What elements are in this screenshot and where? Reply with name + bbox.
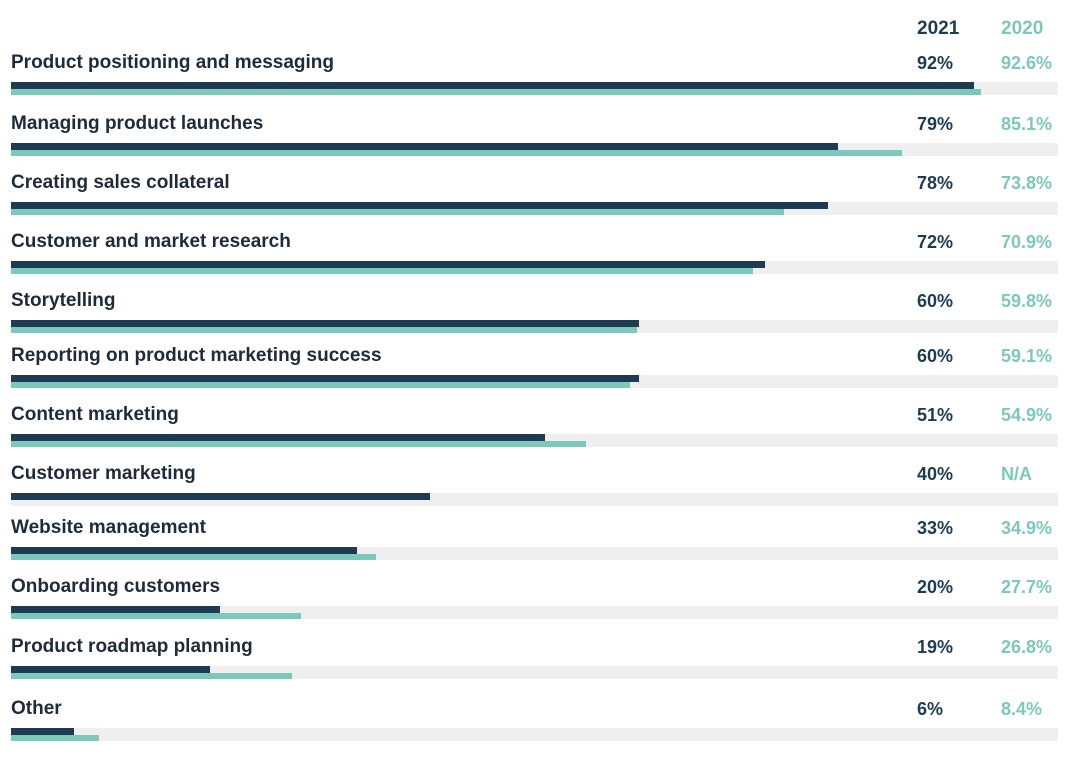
bar-2021	[11, 493, 430, 500]
bar-2021	[11, 728, 74, 735]
category-label: Managing product launches	[11, 113, 264, 134]
legend-2020: 2020	[1001, 18, 1044, 39]
value-label-2021: 40%	[917, 464, 954, 484]
bar-2021	[11, 143, 839, 150]
value-label-2021: 33%	[917, 518, 954, 538]
bar-2021	[11, 666, 210, 673]
value-label-2020: 27.7%	[1001, 577, 1053, 597]
value-label-2021: 79%	[917, 114, 954, 134]
category-label: Storytelling	[11, 290, 116, 311]
bar-2020	[11, 268, 754, 274]
value-label-2021: 78%	[917, 173, 954, 193]
bar-2020	[11, 735, 99, 741]
bar-2020	[11, 554, 377, 560]
value-label-2021: 6%	[917, 699, 944, 719]
category-label: Product roadmap planning	[11, 636, 253, 657]
bar-track	[11, 728, 1058, 741]
bar-2021	[11, 606, 221, 613]
value-label-2020: 73.8%	[1001, 173, 1053, 193]
value-label-2020: N/A	[1001, 464, 1032, 484]
value-label-2020: 59.8%	[1001, 291, 1053, 311]
bar-2020	[11, 209, 784, 215]
legend-2021: 2021	[917, 18, 960, 39]
bar-2020	[11, 441, 586, 447]
category-label: Onboarding customers	[11, 576, 221, 597]
bar-2020	[11, 89, 981, 95]
value-label-2020: 85.1%	[1001, 114, 1053, 134]
bar-2021	[11, 82, 975, 89]
category-label: Creating sales collateral	[11, 172, 230, 193]
category-label: Product positioning and messaging	[11, 52, 335, 73]
bar-2020	[11, 613, 302, 619]
bar-2020	[11, 150, 902, 156]
bar-2021	[11, 202, 828, 209]
value-label-2021: 72%	[917, 232, 954, 252]
value-label-2020: 70.9%	[1001, 232, 1053, 252]
bar-2021	[11, 547, 357, 554]
value-label-2021: 60%	[917, 346, 954, 366]
bar-2020	[11, 673, 292, 679]
value-label-2020: 8.4%	[1001, 699, 1043, 719]
category-label: Reporting on product marketing success	[11, 345, 382, 366]
value-label-2020: 54.9%	[1001, 405, 1053, 425]
category-label: Customer marketing	[11, 463, 196, 484]
category-label: Website management	[11, 517, 206, 538]
value-label-2021: 51%	[917, 405, 954, 425]
value-label-2021: 60%	[917, 291, 954, 311]
value-label-2020: 26.8%	[1001, 637, 1053, 657]
bar-2020	[11, 382, 630, 388]
category-label: Customer and market research	[11, 231, 291, 252]
bar-2021	[11, 261, 765, 268]
bar-2021	[11, 375, 640, 382]
value-label-2021: 19%	[917, 637, 954, 657]
value-label-2020: 92.6%	[1001, 53, 1053, 73]
value-label-2021: 20%	[917, 577, 954, 597]
category-label: Other	[11, 698, 62, 719]
category-label: Content marketing	[11, 404, 179, 425]
bar-2020	[11, 327, 638, 333]
value-label-2021: 92%	[917, 53, 954, 73]
value-label-2020: 34.9%	[1001, 518, 1053, 538]
bar-2021	[11, 320, 640, 327]
value-label-2020: 59.1%	[1001, 346, 1053, 366]
bar-2021	[11, 434, 545, 441]
